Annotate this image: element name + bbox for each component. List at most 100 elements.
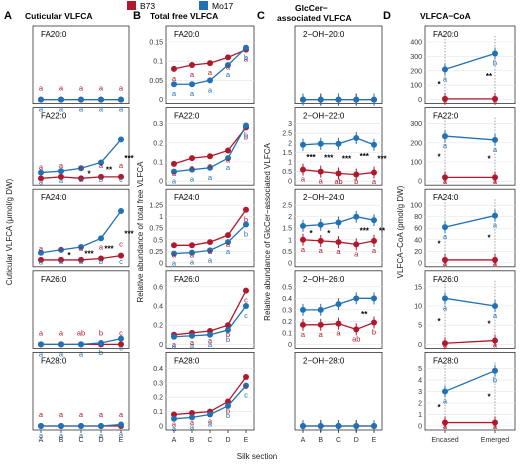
xtick-label: D (225, 437, 230, 444)
letter-mo17: c (244, 391, 248, 400)
ytick-label: 0 (418, 179, 422, 186)
letter-b73: b (244, 132, 248, 141)
ytick-label: 2 (288, 140, 292, 147)
letter-b73: a (99, 84, 104, 93)
subplot-title: 2−OH−22:0 (303, 112, 345, 121)
xlabel-shared: Silk section (237, 452, 277, 461)
subplot-frame-pb-1 (165, 107, 255, 186)
subplot-title: FA26:0 (174, 275, 200, 284)
subplot-frame-pb-0 (165, 25, 255, 104)
letter-mo17: a (79, 257, 84, 266)
letter-b73: a (443, 96, 448, 105)
point-mo17 (492, 367, 498, 374)
subplot-title: FA22:0 (174, 112, 200, 121)
subplot-title: FA22:0 (41, 112, 67, 121)
point-b73 (442, 419, 448, 426)
point-mo17 (353, 213, 360, 220)
letter-mo17: a (493, 221, 498, 230)
point-b73 (335, 170, 342, 177)
point-b73 (492, 337, 498, 344)
point-b73 (243, 287, 249, 294)
letter-b73: a (493, 177, 498, 186)
point-b73 (300, 236, 306, 243)
point-b73 (189, 242, 195, 249)
point-mo17 (38, 423, 44, 429)
ytick-label: 20 (414, 249, 422, 256)
xtick-label: B (190, 437, 195, 444)
panel-label-c: C (257, 10, 265, 22)
ytick-label: 0 (159, 97, 163, 104)
legend-swatch-mo17 (199, 1, 208, 10)
letter-b73: a (208, 417, 213, 426)
point-mo17 (225, 239, 231, 246)
letter-b73: a (39, 328, 44, 337)
letter-mo17: a (119, 105, 124, 114)
letter-mo17: b (493, 376, 497, 385)
ytick-label: 0.3 (282, 307, 292, 314)
significance-stars: * (67, 251, 71, 260)
point-b73 (300, 321, 306, 328)
letter-mo17: a (190, 175, 195, 184)
point-mo17 (243, 122, 249, 129)
letter-mo17: a (39, 178, 44, 187)
letter-b73: b (354, 177, 358, 186)
letter-mo17: a (39, 105, 44, 114)
point-mo17 (38, 96, 44, 103)
letter-b73: a (443, 259, 448, 268)
xtick-label: B (59, 437, 64, 444)
point-mo17 (98, 235, 104, 242)
letter-b73: b (244, 215, 248, 224)
letter-b73: a (301, 175, 306, 184)
letter-b73: a (336, 247, 341, 256)
significance-stars: *** (324, 154, 334, 163)
point-mo17 (171, 81, 177, 88)
ytick-label: 0.05 (149, 78, 163, 85)
letter-b73: a (319, 246, 324, 255)
letter-mo17: a (59, 349, 64, 358)
panel-title-b: Total free VLFCA (150, 11, 218, 21)
letter-b73: a (190, 70, 195, 79)
point-mo17 (118, 136, 124, 143)
significance-stars: ** (486, 72, 493, 81)
letter-mo17: a (208, 255, 213, 264)
ytick-label: 0.25 (149, 249, 163, 256)
point-mo17 (300, 141, 306, 148)
subplot-frame-pb-3 (165, 270, 255, 349)
letter-mo17: a (99, 431, 104, 440)
point-b73 (371, 169, 377, 176)
subplot-title: FA26:0 (41, 275, 67, 284)
subplot-frame-pd-0 (424, 25, 516, 104)
letter-b73: a (336, 329, 341, 338)
series-line-mo17 (444, 135, 496, 141)
point-b73 (492, 174, 498, 181)
letter-b73: a (208, 68, 213, 77)
point-mo17 (492, 303, 498, 309)
series-line-mo17 (444, 214, 496, 228)
subplot-title: FA28:0 (174, 356, 200, 365)
point-b73 (207, 239, 213, 246)
letter-mo17: a (59, 431, 64, 440)
point-mo17 (317, 96, 324, 103)
xtick-label: D (354, 437, 359, 444)
xtick-label: C (207, 437, 212, 444)
significance-stars: *** (124, 229, 134, 238)
ytick-label: 0.75 (149, 226, 163, 233)
letter-b73: b (372, 328, 376, 337)
point-mo17 (335, 423, 342, 429)
ytick-label: 5 (418, 366, 422, 373)
ytick-label: 2.5 (282, 203, 292, 210)
ytick-label: 0.5 (153, 237, 163, 244)
letter-mo17: a (172, 89, 177, 98)
point-mo17 (317, 306, 324, 313)
point-b73 (78, 256, 84, 263)
significance-stars: *** (306, 153, 316, 162)
point-mo17 (118, 207, 124, 214)
point-mo17 (38, 169, 44, 176)
legend-label-mo17: Mo17 (212, 1, 234, 11)
significance-stars: * (87, 169, 91, 178)
letter-b73: a (119, 161, 124, 170)
letter-mo17: b (99, 175, 103, 184)
point-b73 (317, 168, 324, 175)
point-mo17 (317, 221, 324, 228)
letter-b73: a (208, 247, 213, 256)
